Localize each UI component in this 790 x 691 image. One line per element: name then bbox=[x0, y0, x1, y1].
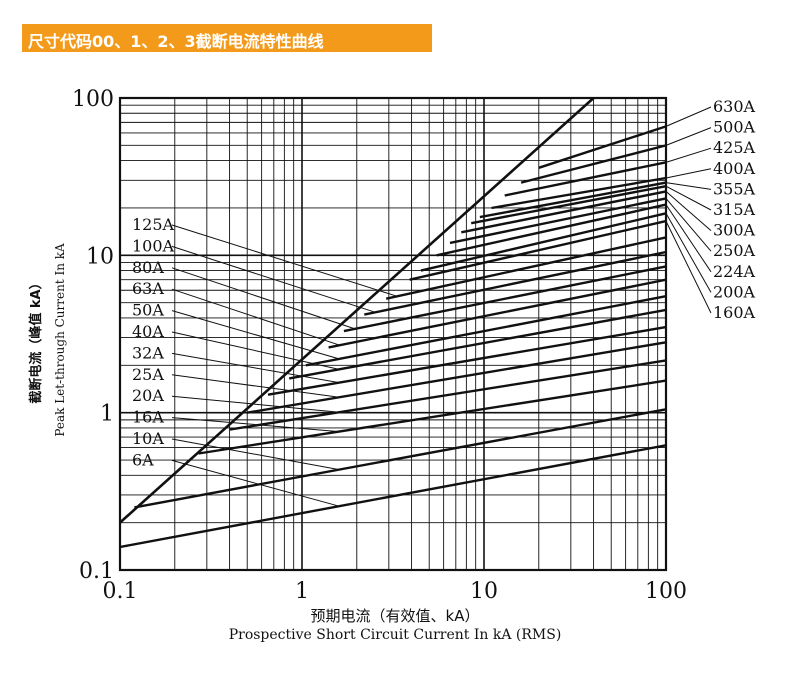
plot-frame bbox=[118, 96, 668, 572]
x-tick-label: 10 bbox=[470, 579, 498, 604]
y-axis-label-en: Peak Let-through Current In kA bbox=[53, 243, 67, 437]
series-line-500A bbox=[520, 144, 667, 184]
series-line-630A bbox=[538, 125, 667, 169]
rating-label-20A: 20A bbox=[132, 386, 164, 405]
series-line-224A bbox=[436, 203, 667, 257]
rating-label-50A: 50A bbox=[132, 301, 164, 320]
rating-label-224A: 224A bbox=[713, 262, 756, 281]
series-line-80A bbox=[343, 265, 667, 333]
title-bar: 尺寸代码00、1、2、3截断电流特性曲线 bbox=[22, 24, 432, 52]
x-tick-label: 0.1 bbox=[103, 579, 138, 604]
rating-label-32A: 32A bbox=[132, 343, 164, 362]
rating-label-100A: 100A bbox=[132, 236, 175, 255]
chart-series bbox=[119, 97, 667, 549]
leader-line-6A bbox=[171, 459, 340, 507]
leader-line-250A bbox=[665, 198, 712, 252]
leader-line-300A bbox=[665, 190, 712, 231]
rating-label-425A: 425A bbox=[713, 138, 756, 157]
series-line-40A bbox=[288, 308, 667, 380]
rating-label-63A: 63A bbox=[132, 279, 164, 298]
series-line-6A bbox=[119, 444, 667, 549]
rating-labels: 125A 100A 80A 63A 50A 40A 32A 25A 20A 16A 10A 6A 630… bbox=[132, 97, 756, 469]
y-axis-label-cn: 截断电流（峰值 kA） bbox=[28, 276, 44, 403]
rating-label-250A: 250A bbox=[713, 241, 756, 260]
rating-label-400A: 400A bbox=[713, 159, 756, 178]
rating-label-125A: 125A bbox=[132, 215, 175, 234]
leader-line-200A bbox=[665, 213, 712, 293]
leader-line-125A bbox=[171, 224, 398, 297]
rating-label-25A: 25A bbox=[132, 365, 164, 384]
leader-line-630A bbox=[665, 106, 712, 127]
rating-label-315A: 315A bbox=[713, 200, 756, 219]
leader-line-100A bbox=[171, 245, 376, 313]
leader-line-20A bbox=[171, 395, 340, 413]
series-line-125A bbox=[385, 236, 667, 300]
rating-label-10A: 10A bbox=[132, 429, 164, 448]
series-line-63A bbox=[328, 278, 667, 349]
leader-line-315A bbox=[665, 185, 712, 211]
series-line-355A bbox=[479, 181, 667, 219]
leader-line-80A bbox=[171, 267, 356, 330]
series-line-20A bbox=[229, 359, 667, 431]
rating-label-355A: 355A bbox=[713, 179, 756, 198]
max-peak-line bbox=[119, 97, 595, 524]
rating-label-630A: 630A bbox=[713, 97, 756, 116]
series-line-400A bbox=[491, 176, 667, 210]
series-line-25A bbox=[247, 341, 667, 414]
series-line-200A bbox=[420, 212, 667, 272]
y-tick-label: 100 bbox=[72, 87, 114, 112]
y-tick-label: 10 bbox=[86, 244, 114, 269]
leader-line-355A bbox=[665, 182, 712, 190]
axis-ticks: 0.1 1 10 100 0.1 1 10 100 bbox=[72, 87, 687, 604]
leader-line-10A bbox=[171, 438, 340, 471]
page-title: 尺寸代码00、1、2、3截断电流特性曲线 bbox=[28, 32, 324, 51]
leader-line-224A bbox=[665, 204, 712, 273]
x-tick-label: 1 bbox=[295, 579, 309, 604]
series-line-32A bbox=[267, 325, 667, 396]
leader-line-160A bbox=[665, 220, 712, 314]
rating-label-500A: 500A bbox=[713, 118, 756, 137]
series-line-16A bbox=[198, 379, 667, 455]
series-line-315A bbox=[470, 185, 667, 225]
rating-label-40A: 40A bbox=[132, 322, 164, 341]
rating-label-300A: 300A bbox=[713, 221, 756, 240]
leader-line-425A bbox=[665, 147, 712, 163]
rating-label-160A: 160A bbox=[713, 303, 756, 322]
series-line-160A bbox=[409, 219, 667, 281]
label-leaders bbox=[171, 106, 712, 507]
leader-line-500A bbox=[665, 127, 712, 146]
rating-label-80A: 80A bbox=[132, 258, 164, 277]
series-line-100A bbox=[364, 250, 667, 316]
series-line-250A bbox=[449, 197, 667, 245]
leader-line-32A bbox=[171, 352, 340, 384]
series-line-50A bbox=[305, 295, 667, 367]
leader-line-63A bbox=[171, 288, 340, 346]
leader-line-400A bbox=[665, 168, 712, 179]
rating-label-6A: 6A bbox=[132, 450, 154, 469]
y-tick-label: 1 bbox=[100, 402, 114, 427]
x-axis-label-en: Prospective Short Circuit Current In kA … bbox=[228, 627, 562, 643]
x-tick-label: 100 bbox=[645, 579, 687, 604]
leader-line-25A bbox=[171, 374, 340, 398]
rating-label-200A: 200A bbox=[713, 282, 756, 301]
y-tick-label: 0.1 bbox=[79, 559, 114, 584]
series-line-300A bbox=[461, 190, 667, 234]
rating-label-16A: 16A bbox=[132, 408, 164, 427]
series-line-10A bbox=[134, 408, 667, 509]
x-axis-label-cn: 预期电流（有效值、kA） bbox=[310, 607, 480, 625]
series-line-425A bbox=[504, 161, 667, 197]
